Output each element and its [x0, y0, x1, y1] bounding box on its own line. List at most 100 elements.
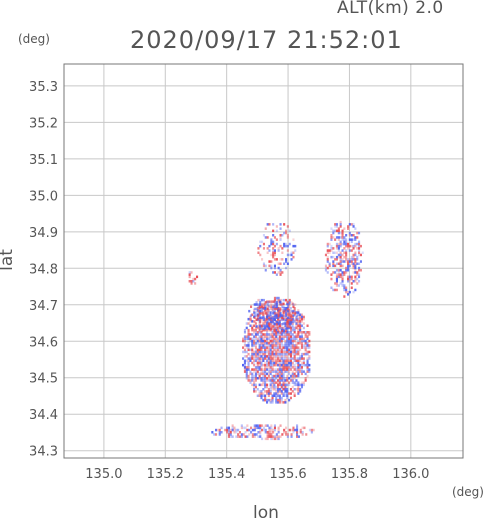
echo-cell [258, 363, 261, 367]
echo-cell [334, 271, 337, 274]
echo-cell [337, 262, 340, 265]
echo-cell [277, 312, 280, 315]
echo-cell [277, 357, 280, 360]
echo-cell [266, 223, 269, 226]
echo-cell [273, 348, 276, 352]
echo-cell [286, 339, 289, 343]
echo-cell [345, 290, 348, 294]
echo-cell [271, 328, 274, 332]
echo-cell [341, 284, 344, 287]
echo-cell [279, 298, 282, 302]
echo-cell [261, 298, 264, 302]
echo-cell [270, 433, 273, 436]
echo-cell [302, 370, 305, 373]
echo-cell [267, 322, 270, 325]
echo-cell [278, 346, 281, 349]
echo-cell [280, 392, 283, 395]
echo-cell [306, 335, 309, 338]
echo-cell [281, 323, 284, 326]
echo-cell [244, 426, 247, 430]
echo-cell [260, 363, 263, 367]
echo-cell [272, 223, 275, 226]
echo-cell [293, 366, 296, 369]
echo-cell [264, 355, 267, 358]
echo-cell [284, 381, 287, 384]
echo-cell [337, 238, 340, 241]
echo-cell [284, 357, 287, 360]
echo-cell [262, 247, 265, 250]
echo-cell [275, 307, 278, 311]
echo-cell [306, 350, 309, 354]
echo-cell [299, 357, 302, 360]
echo-cell [278, 355, 281, 358]
echo-cell [297, 331, 300, 334]
echo-cell [262, 337, 265, 341]
echo-cell [271, 401, 274, 404]
echo-cell [254, 372, 257, 376]
echo-cell [270, 238, 273, 241]
echo-cell [304, 377, 307, 380]
echo-cell [279, 312, 282, 315]
echo-cell [295, 333, 298, 336]
echo-cell [264, 304, 267, 308]
echo-cell [275, 305, 278, 308]
echo-cell [280, 359, 283, 362]
echo-cell [299, 359, 302, 362]
echo-cell [264, 302, 267, 306]
echo-cell [299, 331, 302, 334]
echo-cell [300, 337, 303, 341]
echo-cell [295, 357, 298, 360]
x-tick-label: 135.4 [208, 467, 245, 482]
echo-cell [304, 344, 307, 347]
echo-cell [345, 249, 348, 252]
echo-cell [249, 320, 252, 323]
echo-cell [260, 357, 263, 360]
echo-cell [270, 437, 273, 441]
echo-cell [341, 231, 344, 235]
echo-cell [255, 318, 258, 322]
echo-cell [326, 255, 329, 259]
echo-cell [334, 264, 337, 268]
echo-cell [282, 311, 285, 314]
echo-cell [280, 339, 283, 343]
echo-cell [293, 383, 296, 387]
echo-cell [264, 342, 267, 345]
echo-cell [343, 295, 346, 298]
echo-cell [345, 253, 348, 257]
echo-cell [297, 311, 300, 314]
echo-cell [286, 388, 289, 391]
echo-cell [262, 324, 265, 327]
x-tick-label: 135.2 [147, 467, 184, 482]
echo-cell [254, 311, 257, 314]
echo-cell [330, 238, 333, 241]
echo-cell [284, 331, 287, 334]
echo-cell [269, 322, 272, 325]
echo-cell [286, 316, 289, 319]
echo-cell [264, 370, 267, 373]
echo-cell [304, 335, 307, 338]
echo-cell [335, 275, 338, 279]
echo-cell [278, 326, 281, 330]
echo-cell [264, 372, 267, 376]
echo-cell [218, 431, 221, 434]
echo-cell [253, 320, 256, 324]
echo-cell [273, 379, 276, 382]
echo-cell [247, 366, 250, 369]
echo-cell [286, 253, 289, 257]
echo-cell [358, 266, 361, 270]
echo-cell [275, 372, 278, 376]
echo-cell [256, 315, 259, 319]
echo-cell [246, 435, 249, 438]
echo-cell [286, 317, 289, 321]
echo-cell [264, 309, 267, 313]
echo-cell [267, 390, 270, 393]
echo-cell [335, 247, 338, 250]
echo-cell [267, 368, 270, 371]
echo-cell [282, 401, 285, 404]
echo-cell [269, 361, 272, 365]
echo-cell [308, 363, 311, 367]
echo-cell [286, 326, 289, 330]
echo-cell [254, 357, 257, 360]
echo-cell [275, 316, 278, 319]
echo-cell [283, 318, 286, 322]
